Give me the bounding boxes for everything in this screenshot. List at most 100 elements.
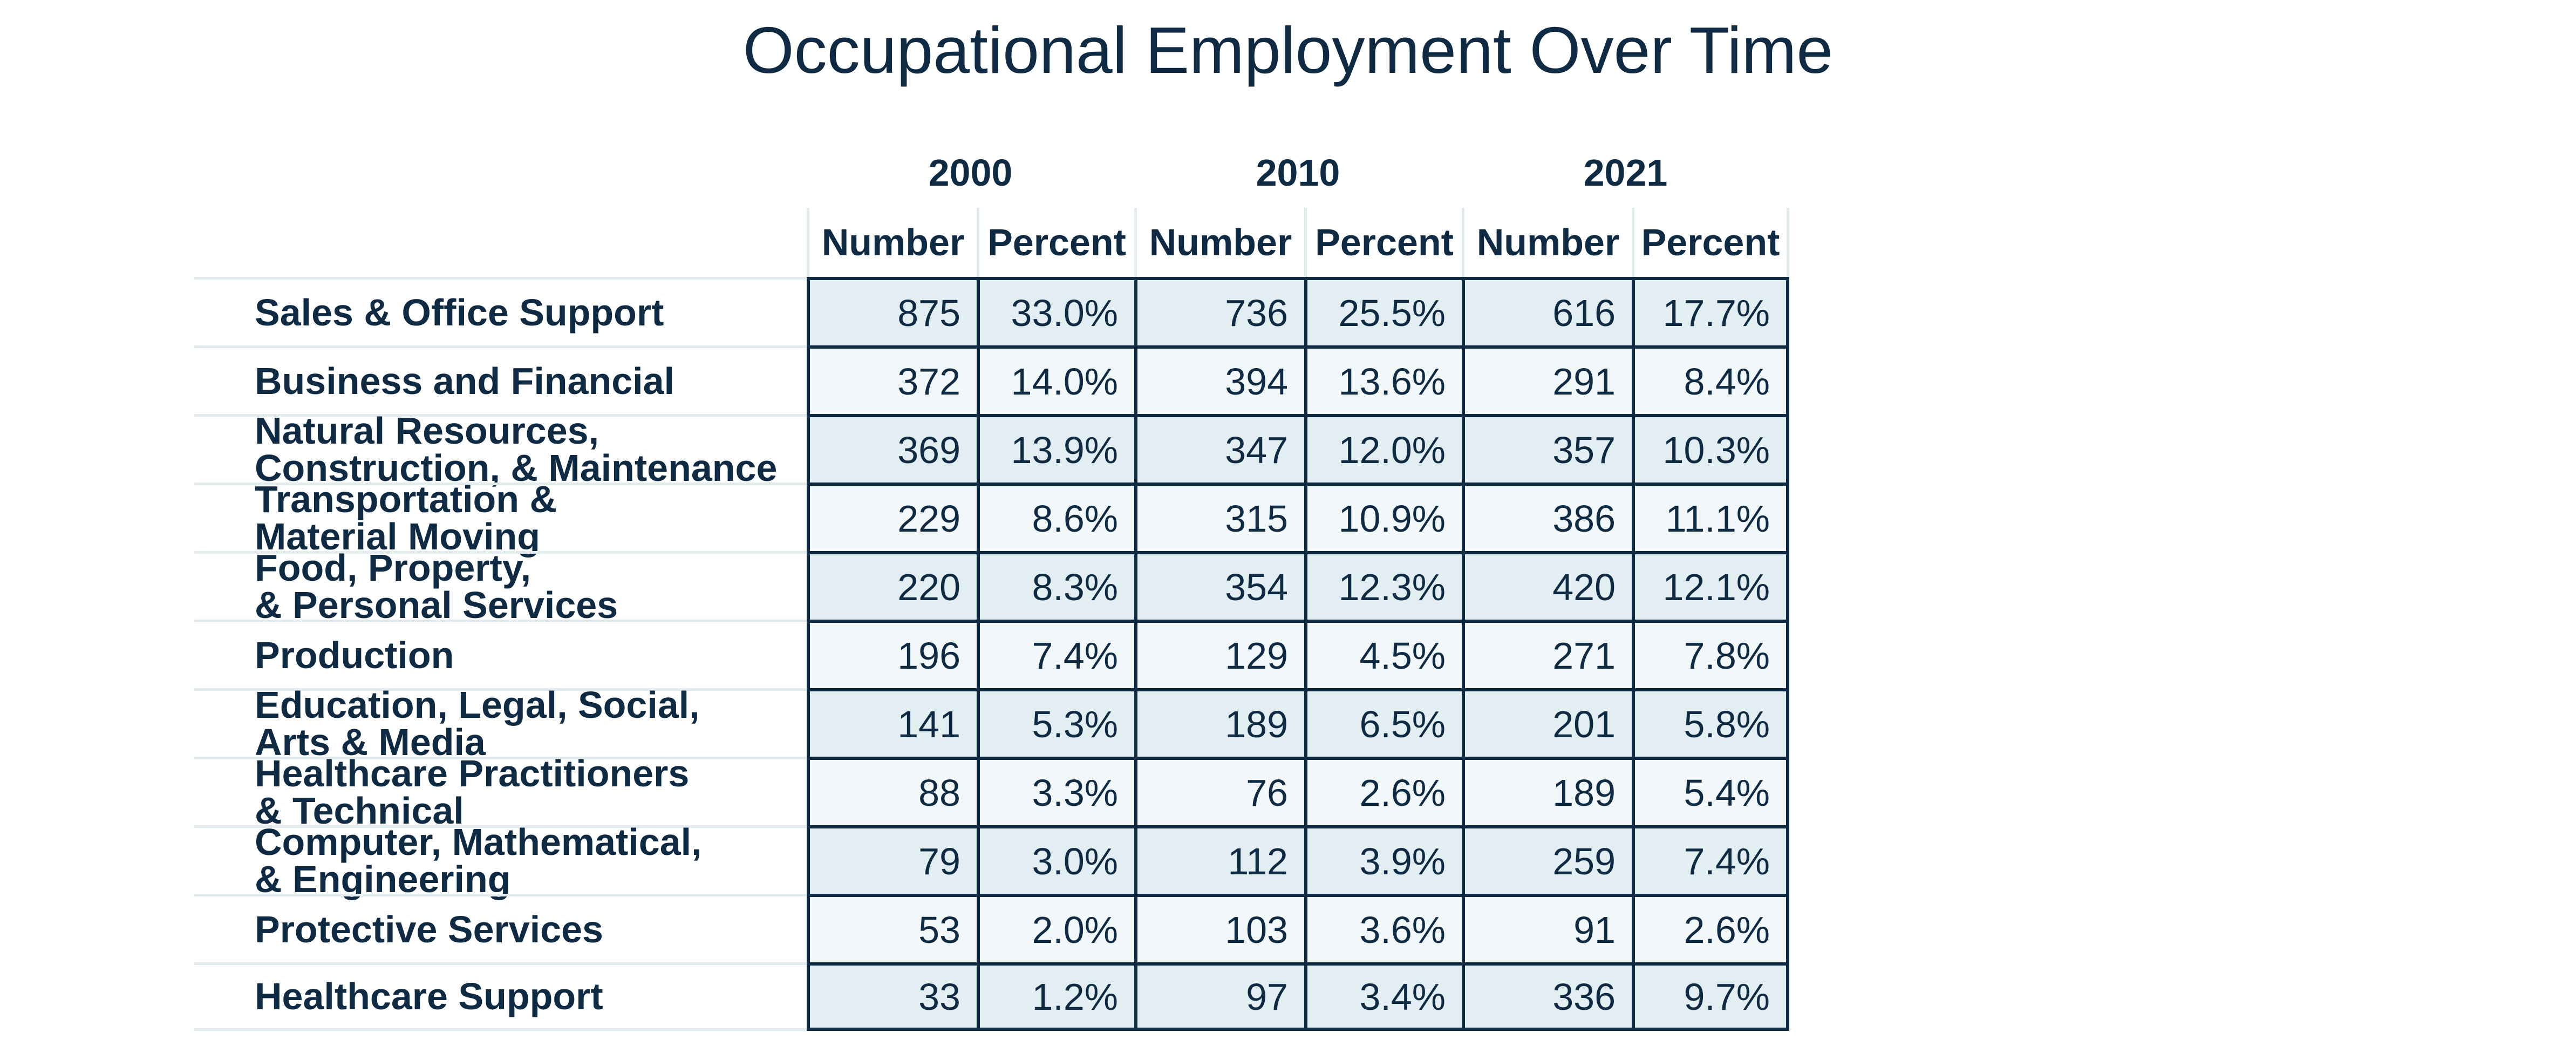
cell-percent-2021: 17.7% (1632, 277, 1789, 345)
cell-percent-2000: 5.3% (977, 688, 1134, 757)
cell-percent-2000: 14.0% (977, 345, 1134, 414)
cell-number-2021: 271 (1462, 620, 1632, 688)
cell-percent-2021: 10.3% (1632, 414, 1789, 483)
cell-number-2010: 315 (1134, 483, 1304, 551)
cell-number-2010: 112 (1134, 825, 1304, 894)
cell-percent-2021: 5.8% (1632, 688, 1789, 757)
subheader-percent: Percent (1304, 208, 1462, 277)
cell-number-2010: 76 (1134, 757, 1304, 825)
cell-number-2021: 189 (1462, 757, 1632, 825)
subheader-percent: Percent (977, 208, 1134, 277)
row-label-text: Healthcare Practitioners & Technical (255, 752, 690, 832)
cell-percent-2000: 8.6% (977, 483, 1134, 551)
cell-percent-2021: 5.4% (1632, 757, 1789, 825)
cell-percent-2010: 3.4% (1304, 962, 1462, 1031)
cell-number-2000: 53 (807, 894, 977, 962)
row-label-text: Business and Financial (255, 359, 674, 402)
table-row: Sales & Office Support 875 33.0% 736 25.5% 61… (194, 277, 1802, 345)
row-label-text: Protective Services (255, 908, 603, 950)
cell-number-2021: 291 (1462, 345, 1632, 414)
cell-number-2000: 875 (807, 277, 977, 345)
cell-number-2010: 347 (1134, 414, 1304, 483)
cell-number-2010: 189 (1134, 688, 1304, 757)
cell-percent-2021: 2.6% (1632, 894, 1789, 962)
row-label: Education, Legal, Social, Arts & Media (194, 684, 807, 763)
cell-number-2000: 88 (807, 757, 977, 825)
cell-percent-2010: 10.9% (1304, 483, 1462, 551)
row-label: Transportation & Material Moving (194, 480, 807, 555)
row-label-text: Healthcare Support (255, 975, 603, 1018)
table-row: Healthcare Support 33 1.2% 97 3.4% 336 9.7% (194, 962, 1802, 1031)
cell-number-2000: 196 (807, 620, 977, 688)
cell-number-2021: 420 (1462, 551, 1632, 620)
table-row: Healthcare Practitioners & Technical 88 3.… (194, 755, 1802, 830)
row-label-text: Production (255, 634, 454, 676)
cell-number-2021: 386 (1462, 483, 1632, 551)
cell-percent-2010: 25.5% (1304, 277, 1462, 345)
subheader-row: Number Percent Number Percent Number Per… (194, 208, 1802, 277)
cell-percent-2000: 8.3% (977, 551, 1134, 620)
cell-number-2010: 394 (1134, 345, 1304, 414)
table-row: Production 196 7.4% 129 4.5% 271 7.8% (194, 620, 1802, 688)
cell-percent-2021: 12.1% (1632, 551, 1789, 620)
cell-number-2021: 259 (1462, 825, 1632, 894)
cell-number-2000: 141 (807, 688, 977, 757)
cell-percent-2021: 8.4% (1632, 345, 1789, 414)
table-row: Transportation & Material Moving 229 8.6% 3… (194, 480, 1802, 555)
cell-percent-2010: 4.5% (1304, 620, 1462, 688)
cell-number-2010: 97 (1134, 962, 1304, 1031)
row-label: Food, Property, & Personal Services (194, 549, 807, 624)
cell-percent-2010: 3.9% (1304, 825, 1462, 894)
year-header-row: 2000 2010 2021 (194, 138, 1802, 208)
subheader-number: Number (1134, 208, 1304, 277)
table-row: Protective Services 53 2.0% 103 3.6% 91 2.6% (194, 894, 1802, 962)
subheader-number: Number (807, 208, 977, 277)
year-header-2010: 2010 (1256, 152, 1340, 194)
cell-number-2000: 372 (807, 345, 977, 414)
row-label: Production (194, 620, 807, 688)
cell-number-2000: 369 (807, 414, 977, 483)
row-label: Computer, Mathematical, & Engineering (194, 823, 807, 898)
employment-table: 2000 2010 2021 Number Percent Number Per… (194, 138, 1802, 1031)
cell-number-2010: 129 (1134, 620, 1304, 688)
table-body: Sales & Office Support 875 33.0% 736 25.5% 61… (194, 277, 1802, 1031)
cell-percent-2000: 33.0% (977, 277, 1134, 345)
cell-percent-2010: 6.5% (1304, 688, 1462, 757)
year-header-2000: 2000 (928, 152, 1013, 194)
table-row: Business and Financial 372 14.0% 394 13.6% 29… (194, 345, 1802, 414)
table-row: Education, Legal, Social, Arts & Media 14… (194, 684, 1802, 763)
cell-number-2000: 79 (807, 825, 977, 894)
row-label-text: Computer, Mathematical, & Engineering (255, 821, 702, 900)
cell-percent-2000: 3.0% (977, 825, 1134, 894)
row-label: Healthcare Support (194, 962, 807, 1031)
row-label: Natural Resources, Construction, & Maint… (194, 410, 807, 489)
cell-number-2010: 354 (1134, 551, 1304, 620)
cell-number-2000: 33 (807, 962, 977, 1031)
row-label-text: Transportation & Material Moving (255, 478, 557, 558)
cell-percent-2000: 1.2% (977, 962, 1134, 1031)
cell-percent-2000: 13.9% (977, 414, 1134, 483)
subheader-percent: Percent (1632, 208, 1789, 277)
chart-title: Occupational Employment Over Time (742, 13, 1834, 87)
cell-percent-2010: 12.0% (1304, 414, 1462, 483)
header-spacer (194, 138, 807, 208)
cell-percent-2000: 3.3% (977, 757, 1134, 825)
cell-percent-2021: 9.7% (1632, 962, 1789, 1031)
cell-number-2000: 229 (807, 483, 977, 551)
row-label-text: Sales & Office Support (255, 291, 664, 334)
cell-number-2021: 91 (1462, 894, 1632, 962)
row-label-text: Natural Resources, Construction, & Maint… (255, 410, 778, 489)
year-header-2021: 2021 (1583, 152, 1668, 194)
cell-number-2021: 336 (1462, 962, 1632, 1031)
cell-percent-2021: 11.1% (1632, 483, 1789, 551)
row-label: Healthcare Practitioners & Technical (194, 755, 807, 830)
cell-number-2021: 201 (1462, 688, 1632, 757)
subheader-spacer (194, 208, 807, 277)
row-label-text: Education, Legal, Social, Arts & Media (255, 684, 700, 763)
cell-percent-2000: 7.4% (977, 620, 1134, 688)
cell-number-2021: 357 (1462, 414, 1632, 483)
cell-percent-2010: 2.6% (1304, 757, 1462, 825)
cell-percent-2010: 13.6% (1304, 345, 1462, 414)
cell-percent-2021: 7.4% (1632, 825, 1789, 894)
cell-number-2021: 616 (1462, 277, 1632, 345)
